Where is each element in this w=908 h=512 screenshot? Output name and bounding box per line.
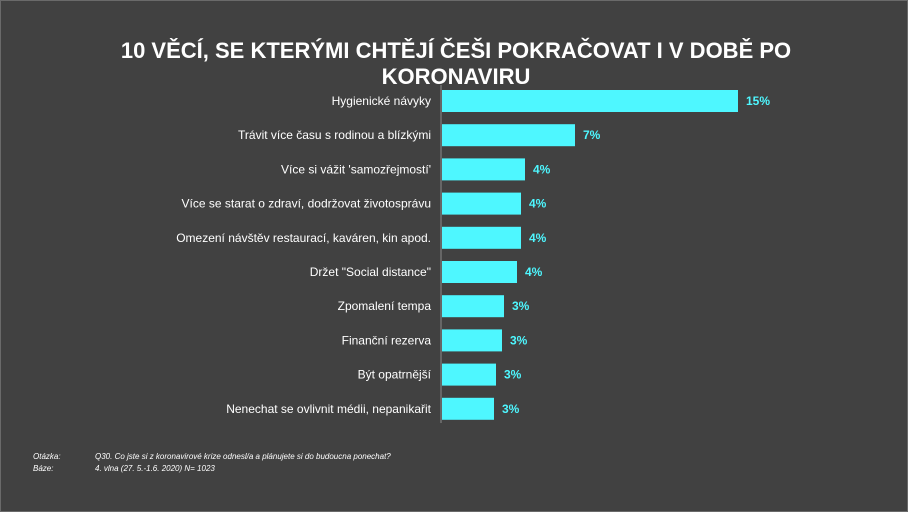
bar (442, 261, 517, 283)
bar (442, 124, 575, 147)
bar (442, 397, 494, 420)
category-label: Nenechat se ovlivnit médii, nepanikařit (226, 402, 431, 416)
question-text: Q30. Co jste si z koronavirové krize odn… (95, 452, 391, 461)
chart-title: 10 VĚCÍ, SE KTERÝMI CHTĚJÍ ČEŠI POKRAČOV… (120, 38, 792, 89)
bar (442, 226, 521, 249)
value-label: 4% (529, 197, 547, 211)
value-label: 3% (510, 333, 528, 347)
category-label: Být opatrnější (358, 368, 432, 382)
bar (442, 90, 738, 112)
value-label: 3% (512, 299, 530, 313)
category-label: Více se starat o zdraví, dodržovat život… (182, 197, 431, 211)
category-label: Více si vážit 'samozřejmostí' (281, 162, 431, 176)
bar (442, 295, 504, 318)
base-label: Báze: (33, 464, 54, 473)
value-label: 4% (529, 231, 547, 245)
question-label: Otázka: (33, 452, 61, 461)
bar (442, 363, 496, 386)
base-text: 4. vlna (27. 5.-1.6. 2020) N= 1023 (95, 464, 215, 473)
category-label: Omezení návštěv restaurací, kaváren, kin… (176, 231, 431, 245)
value-label: 4% (525, 265, 543, 279)
value-label: 3% (504, 368, 522, 382)
value-label: 15% (746, 94, 770, 108)
value-label: 4% (533, 162, 551, 176)
bar (442, 192, 521, 215)
bar (442, 158, 525, 181)
value-label: 7% (583, 128, 601, 142)
category-label: Zpomalení tempa (338, 299, 432, 313)
category-label: Trávit více času s rodinou a blízkými (238, 128, 431, 142)
category-label: Finanční rezerva (342, 333, 432, 347)
value-label: 3% (502, 402, 520, 416)
category-label: Držet "Social distance" (310, 265, 431, 279)
category-label: Hygienické návyky (332, 94, 431, 108)
bar (442, 329, 502, 352)
